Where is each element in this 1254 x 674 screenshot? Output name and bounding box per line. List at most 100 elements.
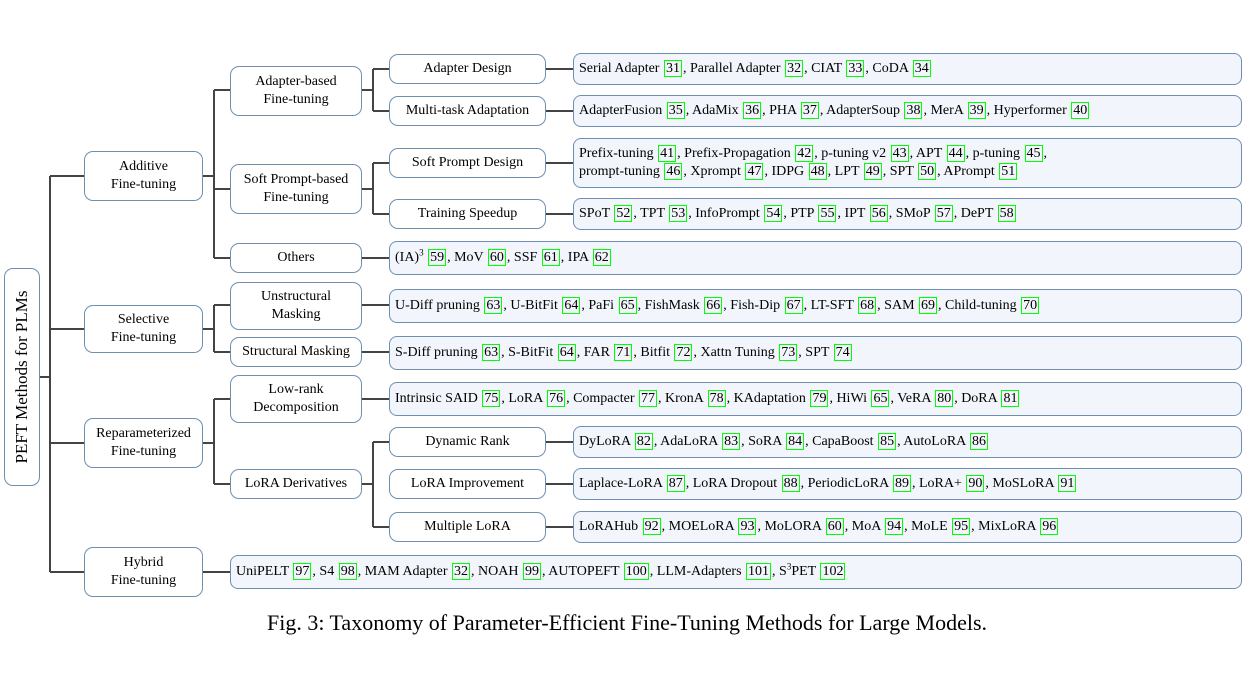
citation-link[interactable]: 85 bbox=[878, 433, 897, 450]
citation-link[interactable]: 48 bbox=[808, 163, 827, 180]
citation-link[interactable]: 62 bbox=[592, 249, 611, 266]
citation-link[interactable]: 75 bbox=[482, 390, 501, 407]
citation-link[interactable]: 41 bbox=[658, 145, 677, 162]
citation-link[interactable]: 92 bbox=[642, 518, 661, 535]
citation-link[interactable]: 72 bbox=[674, 344, 693, 361]
subcategory-adapter: Adapter-based Fine-tuning bbox=[230, 66, 362, 116]
citation-link[interactable]: 56 bbox=[869, 205, 888, 222]
citation-link[interactable]: 57 bbox=[934, 205, 953, 222]
citation-link[interactable]: 97 bbox=[293, 563, 312, 580]
citation-link[interactable]: 68 bbox=[858, 297, 877, 314]
citation-link[interactable]: 71 bbox=[614, 344, 633, 361]
citation-link[interactable]: 96 bbox=[1040, 518, 1059, 535]
leaf-others: (IA)3 59, MoV 60, SSF 61, IPA 62 bbox=[389, 241, 1242, 275]
citation-link[interactable]: 65 bbox=[618, 297, 637, 314]
citation-link[interactable]: 63 bbox=[482, 344, 501, 361]
topic-training-speedup: Training Speedup bbox=[389, 199, 546, 229]
method-entry: AdaLoRA 83, bbox=[660, 433, 749, 450]
citation-link[interactable]: 54 bbox=[764, 205, 783, 222]
citation-link[interactable]: 36 bbox=[743, 102, 762, 119]
citation-link[interactable]: 94 bbox=[885, 518, 904, 535]
citation-link[interactable]: 39 bbox=[967, 102, 986, 119]
category-additive-line1: Additive bbox=[119, 159, 168, 174]
citation-link[interactable]: 90 bbox=[966, 475, 985, 492]
citation-link[interactable]: 31 bbox=[663, 60, 682, 77]
citation-link[interactable]: 102 bbox=[820, 563, 846, 580]
citation-link[interactable]: 95 bbox=[952, 518, 971, 535]
citation-link[interactable]: 55 bbox=[818, 205, 837, 222]
citation-link[interactable]: 38 bbox=[904, 102, 923, 119]
citation-link[interactable]: 65 bbox=[871, 390, 890, 407]
citation-link[interactable]: 66 bbox=[704, 297, 723, 314]
citation-link[interactable]: 44 bbox=[946, 145, 965, 162]
method-entry: U-BitFit 64, bbox=[510, 297, 589, 314]
citation-link[interactable]: 45 bbox=[1024, 145, 1043, 162]
citation-link[interactable]: 100 bbox=[623, 563, 649, 580]
method-entry: Serial Adapter 31, bbox=[579, 60, 690, 77]
citation-link[interactable]: 99 bbox=[522, 563, 541, 580]
citation-link[interactable]: 59 bbox=[428, 249, 447, 266]
citation-link[interactable]: 98 bbox=[338, 563, 357, 580]
citation-link[interactable]: 79 bbox=[810, 390, 829, 407]
citation-link[interactable]: 63 bbox=[484, 297, 503, 314]
citation-link[interactable]: 91 bbox=[1058, 475, 1077, 492]
citation-link[interactable]: 82 bbox=[634, 433, 653, 450]
method-entry: LPT 49, bbox=[834, 163, 890, 180]
category-selective: Selective Fine-tuning bbox=[84, 305, 203, 353]
citation-link[interactable]: 42 bbox=[795, 145, 814, 162]
citation-link[interactable]: 34 bbox=[912, 60, 931, 77]
citation-link[interactable]: 51 bbox=[999, 163, 1018, 180]
citation-link[interactable]: 50 bbox=[918, 163, 937, 180]
citation-link[interactable]: 101 bbox=[746, 563, 772, 580]
method-entry: DyLoRA 82, bbox=[579, 433, 661, 450]
citation-link[interactable]: 35 bbox=[666, 102, 685, 119]
citation-link[interactable]: 32 bbox=[452, 563, 471, 580]
citation-link[interactable]: 61 bbox=[541, 249, 560, 266]
citation-link[interactable]: 58 bbox=[997, 205, 1016, 222]
citation-link[interactable]: 47 bbox=[745, 163, 764, 180]
method-entry: PTP 55, bbox=[790, 205, 845, 222]
method-entry: CoDA 34 bbox=[872, 60, 931, 77]
citation-link[interactable]: 37 bbox=[800, 102, 819, 119]
citation-link[interactable]: 77 bbox=[638, 390, 657, 407]
citation-link[interactable]: 80 bbox=[935, 390, 954, 407]
citation-link[interactable]: 32 bbox=[785, 60, 804, 77]
method-entry: UniPELT 97, bbox=[236, 563, 320, 580]
citation-link[interactable]: 88 bbox=[781, 475, 800, 492]
method-entry: MoSLoRA 91 bbox=[992, 475, 1077, 492]
citation-link[interactable]: 83 bbox=[722, 433, 741, 450]
method-entry: Xprompt 47, bbox=[690, 163, 772, 180]
topic-multiple-lora-label: Multiple LoRA bbox=[424, 519, 511, 534]
citation-link[interactable]: 43 bbox=[890, 145, 909, 162]
citation-link[interactable]: 67 bbox=[784, 297, 803, 314]
subcategory-unstructural: Unstructural Masking bbox=[230, 282, 362, 330]
citation-link[interactable]: 70 bbox=[1021, 297, 1040, 314]
citation-link[interactable]: 93 bbox=[738, 518, 757, 535]
citation-link[interactable]: 73 bbox=[779, 344, 798, 361]
topic-lora-improve-label: LoRA Improvement bbox=[410, 476, 525, 491]
category-hybrid: Hybrid Fine-tuning bbox=[84, 547, 203, 597]
citation-link[interactable]: 69 bbox=[919, 297, 938, 314]
citation-link[interactable]: 64 bbox=[562, 297, 581, 314]
citation-link[interactable]: 53 bbox=[669, 205, 688, 222]
citation-link[interactable]: 52 bbox=[614, 205, 633, 222]
citation-link[interactable]: 89 bbox=[892, 475, 911, 492]
citation-link[interactable]: 33 bbox=[846, 60, 865, 77]
citation-link[interactable]: 78 bbox=[707, 390, 726, 407]
topic-dynamic-rank: Dynamic Rank bbox=[389, 427, 546, 457]
citation-link[interactable]: 84 bbox=[786, 433, 805, 450]
citation-link[interactable]: 81 bbox=[1001, 390, 1020, 407]
citation-link[interactable]: 60 bbox=[825, 518, 844, 535]
citation-link[interactable]: 49 bbox=[863, 163, 882, 180]
citation-link[interactable]: 60 bbox=[487, 249, 506, 266]
citation-link[interactable]: 74 bbox=[833, 344, 852, 361]
subcategory-softprompt-line2: Fine-tuning bbox=[263, 190, 329, 205]
citation-link[interactable]: 76 bbox=[547, 390, 566, 407]
citation-link[interactable]: 46 bbox=[664, 163, 683, 180]
subcategory-lowrank-line1: Low-rank bbox=[268, 382, 324, 397]
citation-link[interactable]: 64 bbox=[557, 344, 576, 361]
citation-link[interactable]: 87 bbox=[666, 475, 685, 492]
method-entry: SPT 50, bbox=[889, 163, 944, 180]
citation-link[interactable]: 86 bbox=[970, 433, 989, 450]
citation-link[interactable]: 40 bbox=[1071, 102, 1090, 119]
